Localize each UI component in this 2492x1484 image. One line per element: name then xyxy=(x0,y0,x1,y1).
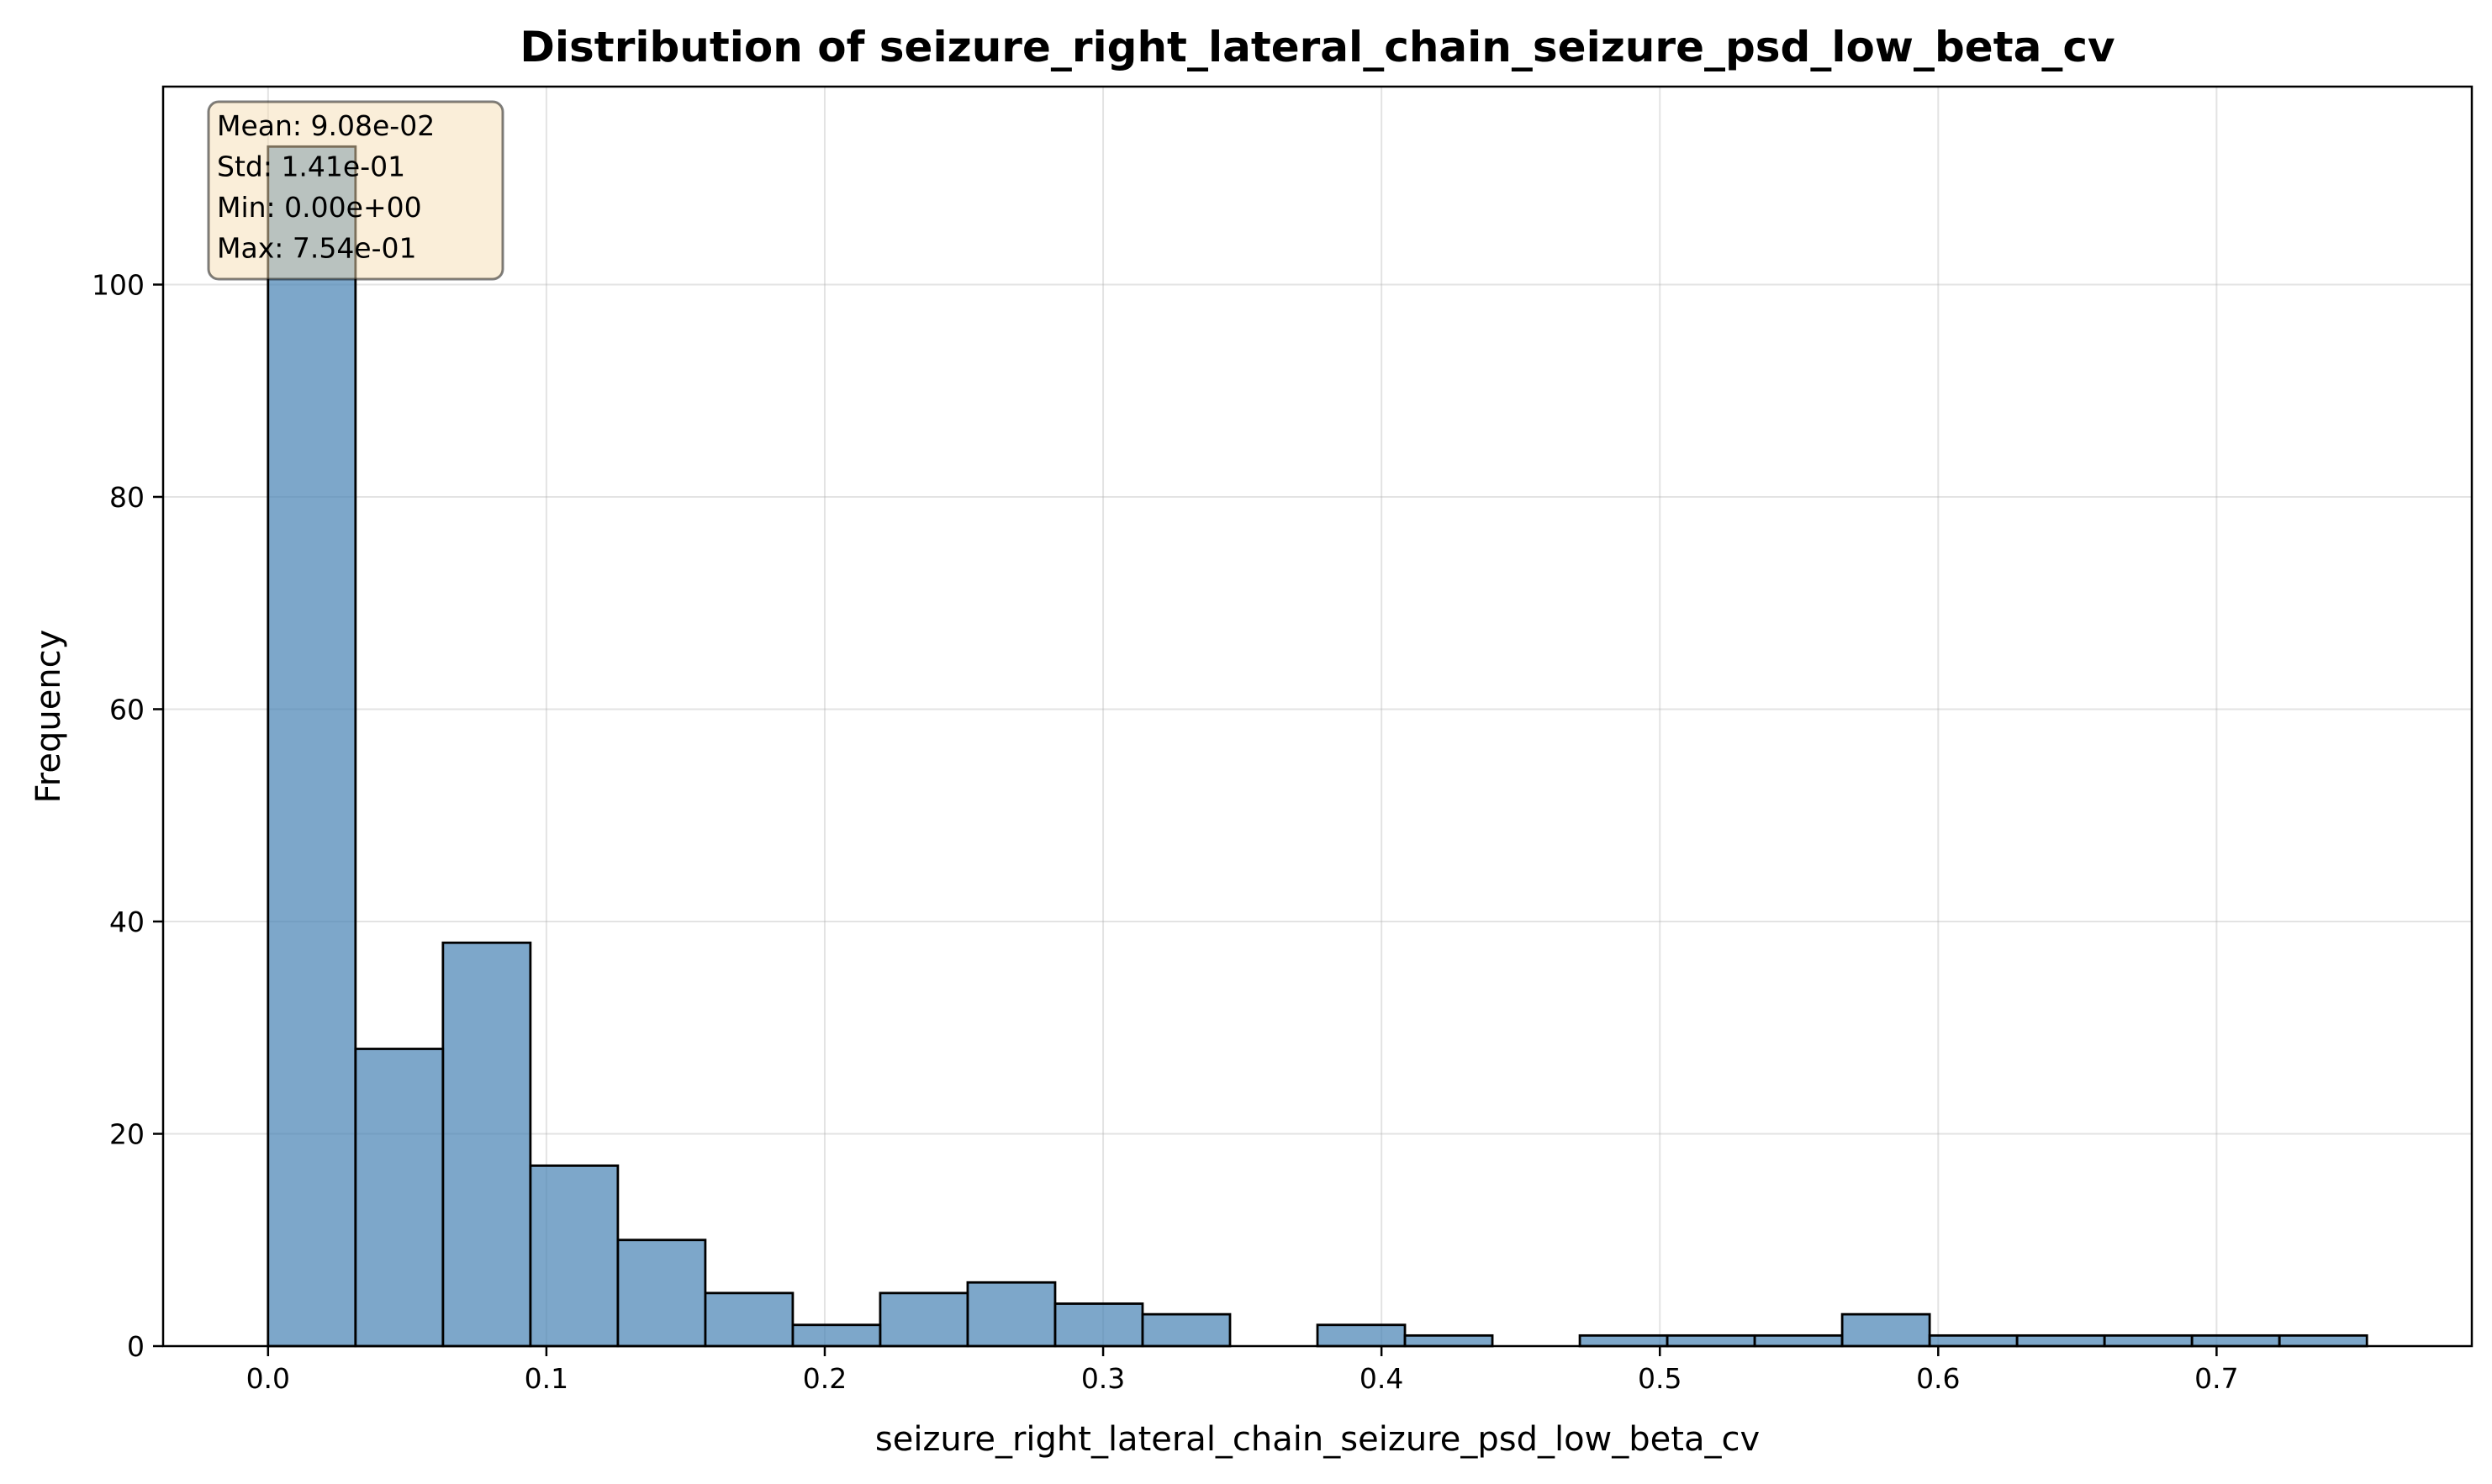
bar-layer xyxy=(268,146,2367,1346)
histogram-bar xyxy=(1580,1335,1667,1346)
histogram-bar xyxy=(1405,1335,1492,1346)
x-tick-label: 0.0 xyxy=(246,1362,290,1395)
histogram-bar xyxy=(356,1048,443,1346)
histogram-bar xyxy=(1317,1325,1405,1346)
stats-line: Max: 7.54e-01 xyxy=(217,232,417,265)
x-tick-label: 0.5 xyxy=(1638,1362,1682,1395)
histogram-bar xyxy=(1055,1303,1143,1346)
histogram-bar xyxy=(793,1325,880,1346)
y-tick-label: 100 xyxy=(92,268,145,301)
stats-line: Std: 1.41e-01 xyxy=(217,151,405,183)
y-tick-label: 40 xyxy=(109,906,145,938)
histogram-bar xyxy=(2279,1335,2367,1346)
x-tick-label: 0.6 xyxy=(1916,1362,1960,1395)
histogram-bar xyxy=(880,1293,968,1346)
histogram-bar xyxy=(2104,1335,2192,1346)
stats-box: Mean: 9.08e-02 Std: 1.41e-01 Min: 0.00e+00… xyxy=(209,102,503,279)
y-tick-label: 60 xyxy=(109,693,145,726)
histogram-bar xyxy=(1755,1335,1842,1346)
y-tick-label: 0 xyxy=(127,1330,145,1363)
histogram-bar xyxy=(2017,1335,2104,1346)
histogram-bar xyxy=(968,1282,1055,1346)
y-axis-label: Frequency xyxy=(29,630,68,804)
x-tick-label: 0.3 xyxy=(1081,1362,1125,1395)
x-tick-label: 0.1 xyxy=(525,1362,568,1395)
histogram-bar xyxy=(2192,1335,2279,1346)
histogram-bar xyxy=(1842,1314,1930,1346)
histogram-bar xyxy=(1930,1335,2017,1346)
histogram-bar xyxy=(618,1240,705,1346)
x-tick-label: 0.7 xyxy=(2194,1362,2238,1395)
chart-title: Distribution of seizure_right_lateral_ch… xyxy=(520,23,2115,71)
stats-line: Min: 0.00e+00 xyxy=(217,191,422,224)
histogram-bar xyxy=(705,1293,793,1346)
histogram-bar xyxy=(1667,1335,1755,1346)
x-tick-label: 0.4 xyxy=(1360,1362,1403,1395)
y-tick-label: 20 xyxy=(109,1117,145,1150)
stats-line: Mean: 9.08e-02 xyxy=(217,109,435,142)
histogram-bar xyxy=(1143,1314,1230,1346)
x-tick-label: 0.2 xyxy=(803,1362,847,1395)
x-axis-label: seizure_right_lateral_chain_seizure_psd_… xyxy=(875,1420,1760,1459)
y-tick-label: 80 xyxy=(109,481,145,514)
histogram-bar xyxy=(268,146,356,1346)
histogram-bar xyxy=(531,1165,618,1346)
histogram-bar xyxy=(443,943,531,1346)
